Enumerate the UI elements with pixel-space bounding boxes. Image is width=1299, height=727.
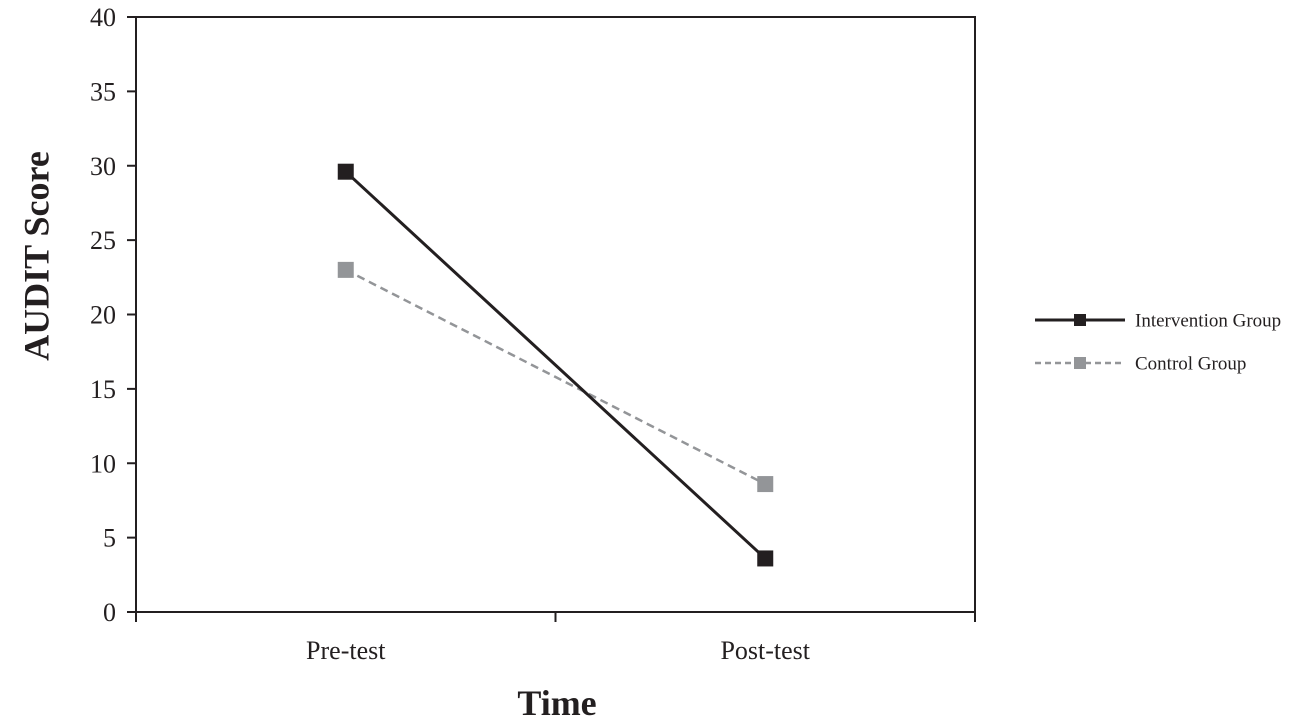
data-point-0-1 bbox=[757, 550, 774, 567]
legend-label: Control Group bbox=[1135, 354, 1246, 375]
y-axis-title: AUDIT Score bbox=[17, 151, 57, 361]
x-axis: Pre-test Post-test bbox=[135, 612, 976, 665]
y-tick-label: 40 bbox=[90, 3, 116, 32]
y-tick-label: 5 bbox=[103, 524, 116, 553]
legend-label: Intervention Group bbox=[1135, 311, 1281, 332]
y-tick-label: 15 bbox=[90, 375, 116, 404]
y-tick-label: 20 bbox=[90, 301, 116, 330]
series-line-0 bbox=[344, 170, 767, 560]
y-tick-label: 0 bbox=[103, 598, 116, 627]
data-point-1-0 bbox=[337, 261, 354, 278]
y-tick-label: 35 bbox=[90, 77, 116, 106]
y-axis: 0 5 10 15 20 25 30 35 40 bbox=[90, 3, 136, 627]
series-line-1 bbox=[345, 268, 766, 486]
plot-area bbox=[135, 16, 976, 613]
series-layer bbox=[337, 163, 774, 567]
legend-marker-1 bbox=[1074, 357, 1086, 369]
data-point-0-0 bbox=[337, 163, 354, 180]
legend-marker-0 bbox=[1074, 314, 1086, 326]
legend: Intervention Group Control Group bbox=[1035, 311, 1281, 375]
x-tick-label: Post-test bbox=[720, 636, 810, 665]
x-tick-label: Pre-test bbox=[306, 636, 386, 665]
y-tick-label: 25 bbox=[90, 226, 116, 255]
y-tick-label: 30 bbox=[90, 152, 116, 181]
x-axis-title: Time bbox=[517, 683, 596, 723]
y-tick-label: 10 bbox=[90, 449, 116, 478]
data-point-1-1 bbox=[757, 476, 774, 493]
